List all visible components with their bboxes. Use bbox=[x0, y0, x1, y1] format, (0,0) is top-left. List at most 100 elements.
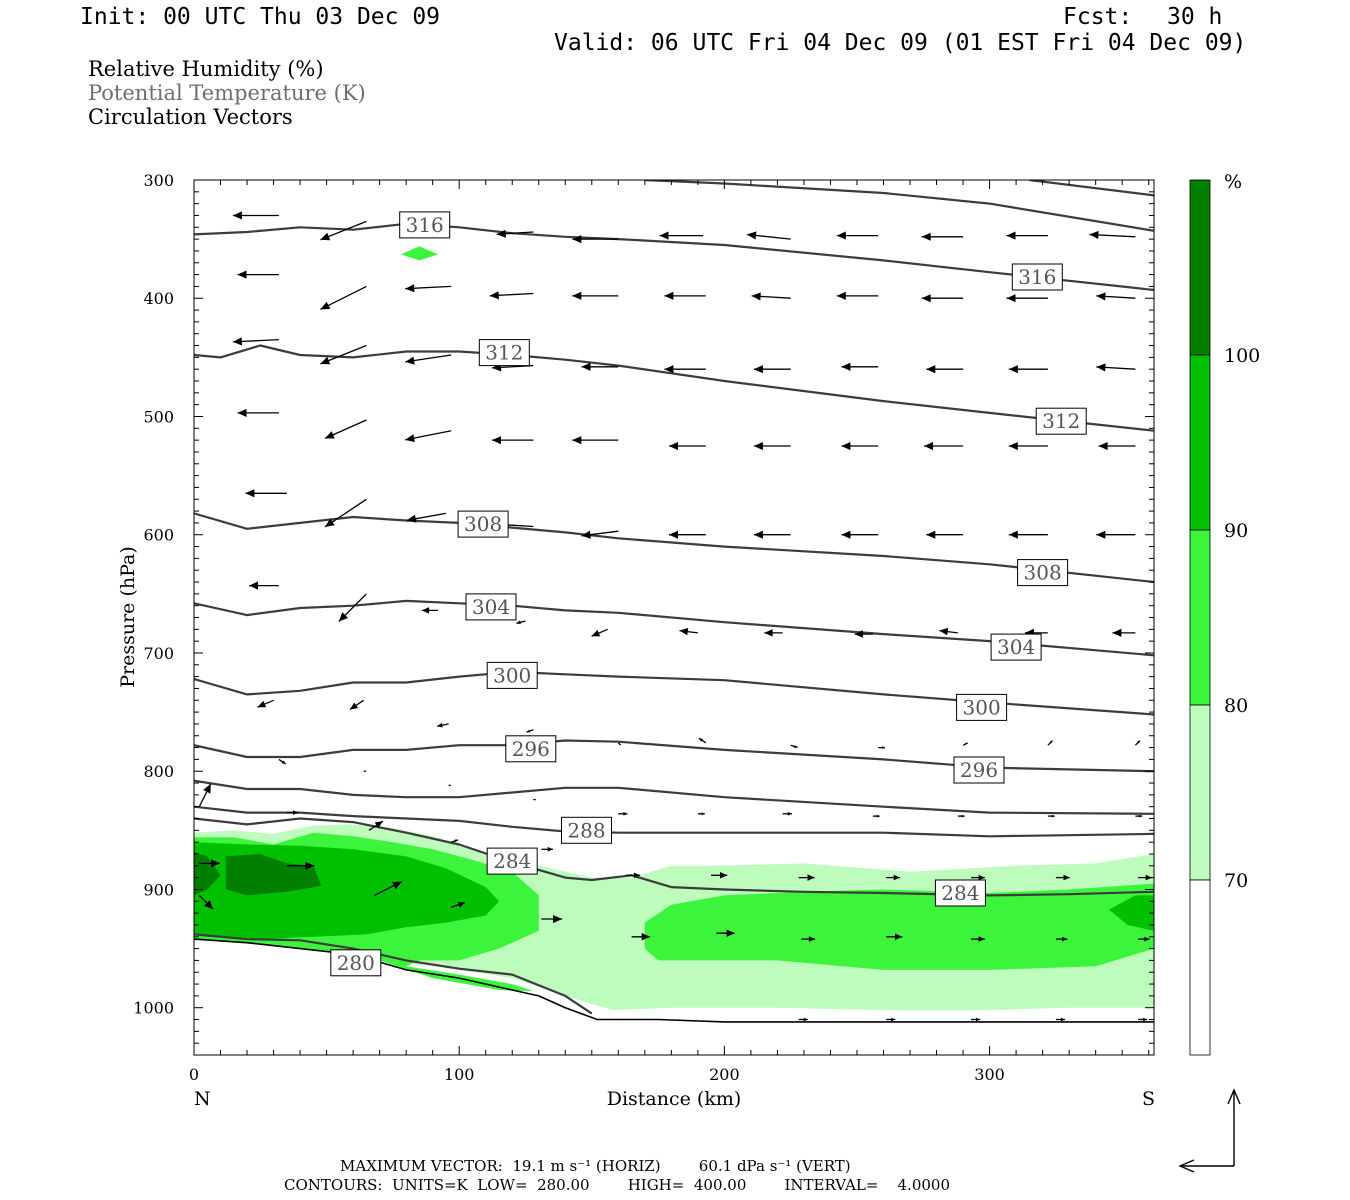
vector-arrow bbox=[711, 872, 728, 879]
vector-head bbox=[591, 629, 601, 637]
y-tick-label: 700 bbox=[143, 644, 174, 663]
vector-arrow bbox=[1055, 936, 1068, 942]
contour-label-box bbox=[457, 510, 509, 538]
vector-arrow bbox=[886, 933, 903, 940]
vector-arrow bbox=[1055, 1017, 1066, 1022]
vector-arrow bbox=[338, 593, 367, 622]
vector-head bbox=[1006, 294, 1016, 303]
vector-arrow bbox=[716, 929, 735, 937]
vector-arrow bbox=[1138, 1017, 1148, 1022]
terrain-layer bbox=[194, 938, 1154, 1023]
vector-head bbox=[808, 936, 816, 942]
vector-head bbox=[257, 700, 267, 708]
contour-label-box bbox=[956, 693, 1008, 721]
vector-head bbox=[245, 489, 255, 498]
vector-head bbox=[1145, 874, 1152, 881]
theta-contour-308 bbox=[194, 512, 1154, 584]
vector-head bbox=[921, 232, 931, 241]
vector-head bbox=[753, 530, 763, 539]
vector-arrow bbox=[854, 630, 873, 638]
vector-head bbox=[854, 630, 863, 638]
vector-arrow bbox=[746, 231, 791, 240]
vector-head bbox=[204, 900, 214, 910]
vector-arrow bbox=[618, 811, 628, 816]
vector-arrow bbox=[886, 874, 900, 881]
vector-head bbox=[1096, 363, 1106, 372]
vector-head bbox=[281, 760, 286, 764]
contour-info-note: CONTOURS: UNITS=K LOW= 280.00 HIGH= 400.… bbox=[284, 1176, 950, 1194]
contour-label-text: 304 bbox=[472, 595, 510, 619]
contour-label-text: 312 bbox=[1042, 409, 1080, 433]
contour-label-text: 284 bbox=[941, 881, 979, 905]
vector-arrow bbox=[886, 1017, 896, 1022]
colorbar-level-label: 70 bbox=[1224, 870, 1248, 892]
vector-arrow bbox=[572, 235, 619, 244]
vector-head bbox=[669, 530, 678, 539]
vector-arrow bbox=[1096, 292, 1136, 301]
vector-head bbox=[891, 1017, 896, 1022]
vector-layer bbox=[198, 211, 1152, 1022]
vector-head bbox=[926, 365, 936, 374]
vector-head bbox=[1008, 442, 1018, 451]
vector-arrow bbox=[801, 936, 816, 942]
theta-contour-284 bbox=[194, 817, 1154, 897]
theta-contour-320 bbox=[644, 180, 1154, 232]
vector-arrow bbox=[489, 291, 534, 300]
vector-head bbox=[1089, 230, 1099, 239]
y-tick-label: 900 bbox=[143, 880, 174, 899]
vector-head bbox=[1008, 365, 1018, 374]
vector-arrow bbox=[591, 628, 608, 637]
vector-head bbox=[496, 229, 506, 238]
vector-arrow bbox=[753, 365, 791, 374]
vector-head bbox=[320, 232, 331, 241]
vector-arrow bbox=[1096, 363, 1136, 372]
vector-head bbox=[457, 901, 465, 908]
vector-arrow bbox=[232, 337, 279, 346]
vector-arrow bbox=[320, 285, 367, 310]
vector-head bbox=[876, 814, 880, 818]
reference-vector bbox=[1178, 1088, 1241, 1173]
vector-head bbox=[211, 859, 220, 868]
contour-label-box bbox=[330, 949, 382, 977]
contour-label-box bbox=[486, 847, 538, 875]
vector-head bbox=[623, 811, 628, 816]
vector-head bbox=[237, 408, 247, 417]
vector-head bbox=[751, 292, 761, 301]
contour-label-text: 296 bbox=[512, 737, 550, 761]
vector-head bbox=[619, 743, 621, 746]
vector-head bbox=[747, 231, 757, 240]
vector-head bbox=[836, 291, 846, 300]
vector-head bbox=[1096, 530, 1106, 539]
vector-head bbox=[1144, 936, 1150, 942]
vector-head bbox=[581, 362, 591, 371]
vector-head bbox=[787, 811, 792, 816]
vector-arrow bbox=[751, 292, 791, 301]
contour-label: 284 bbox=[934, 879, 986, 907]
rh-region-80-90 bbox=[644, 883, 1154, 970]
vector-head bbox=[492, 436, 501, 445]
rh-region-90-100 bbox=[1108, 895, 1154, 931]
vector-head bbox=[405, 356, 415, 365]
contour-label: 280 bbox=[330, 949, 382, 977]
colorbar-unit: % bbox=[1224, 171, 1242, 193]
contour-label-box bbox=[934, 879, 986, 907]
vector-head bbox=[232, 211, 242, 220]
vector-arrow bbox=[798, 1017, 808, 1022]
vector-arrow bbox=[962, 742, 968, 746]
x-axis-label: Distance (km) bbox=[607, 1088, 742, 1110]
vector-head bbox=[320, 356, 331, 365]
vector-arrow bbox=[971, 936, 985, 942]
field-vectors-title: Circulation Vectors bbox=[88, 105, 293, 129]
vector-arrow bbox=[1006, 231, 1048, 240]
vector-head bbox=[882, 746, 886, 749]
vector-arrow bbox=[232, 211, 279, 220]
vector-head bbox=[753, 442, 763, 451]
forecast-hours: 30 h bbox=[1167, 4, 1223, 30]
vector-head bbox=[976, 1017, 981, 1022]
vector-arrow bbox=[421, 607, 438, 614]
vector-arrow bbox=[405, 354, 452, 365]
vector-head bbox=[669, 442, 678, 451]
contour-label-text: 312 bbox=[485, 341, 523, 365]
colorbar: 70 80 90 100 bbox=[1189, 179, 1260, 1056]
vector-head bbox=[406, 514, 417, 523]
